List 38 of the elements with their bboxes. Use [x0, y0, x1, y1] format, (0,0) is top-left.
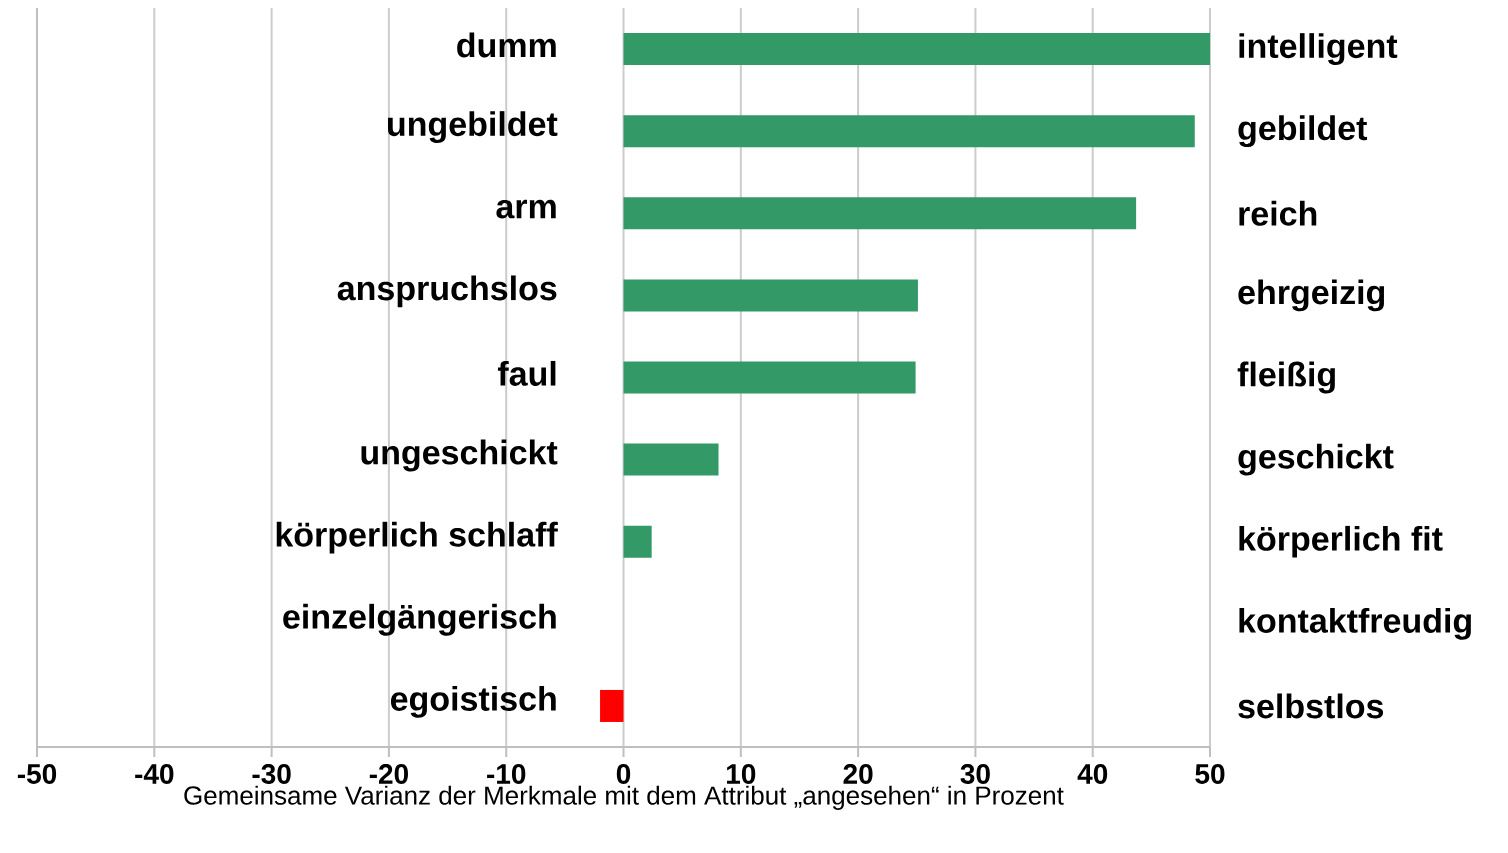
x-tick-label: 30	[960, 764, 990, 784]
y-tick-label: ungeschickt	[361, 439, 558, 472]
x-axis-title: Gemeinsame Varianz der Merkmale mit dem Attribut „angesehen“ in Prozent	[184, 785, 1064, 810]
text: ehrgeizig	[1238, 279, 1385, 312]
y-tick-label: einzelgängerisch	[283, 603, 556, 636]
y-tick-label: ungebildet	[388, 111, 558, 143]
x-tick-label: 20	[843, 764, 873, 784]
text: kontaktfreudig	[1239, 607, 1471, 640]
x-tick-label: -10	[487, 764, 526, 784]
x-tick-label: -50	[17, 764, 57, 784]
x-tick-label: 0	[616, 764, 631, 784]
bar	[623, 197, 1137, 230]
text: körperlich fit	[1239, 525, 1443, 558]
x-tick-label: 40	[1077, 764, 1108, 784]
x-tick-label: -40	[135, 764, 174, 784]
text: fleißig	[1237, 361, 1335, 394]
y-tick-label: dumm	[457, 32, 556, 58]
bar	[623, 443, 719, 476]
y-tick-label: egoistisch	[390, 685, 556, 718]
text: selbstlos	[1238, 693, 1384, 719]
text: gebildet	[1238, 115, 1368, 148]
y-tick-label: arm	[496, 199, 556, 219]
text: intelligent	[1239, 33, 1398, 65]
bar	[623, 361, 916, 394]
bar	[623, 279, 918, 312]
x-tick-label: 50	[1195, 764, 1225, 784]
y-tick-label: faul	[497, 360, 556, 386]
bar	[600, 689, 624, 722]
bar	[623, 525, 652, 558]
x-tick-label: 10	[727, 764, 756, 784]
bar	[623, 115, 1195, 148]
x-tick-label: -20	[369, 764, 408, 784]
text: reich	[1239, 200, 1317, 226]
x-tick-label: -30	[252, 764, 291, 784]
y-tick-label: anspruchslos	[337, 275, 557, 308]
text: geschickt	[1238, 443, 1394, 476]
y-tick-label: körperlich schlaff	[276, 521, 558, 554]
bar	[623, 33, 1211, 66]
